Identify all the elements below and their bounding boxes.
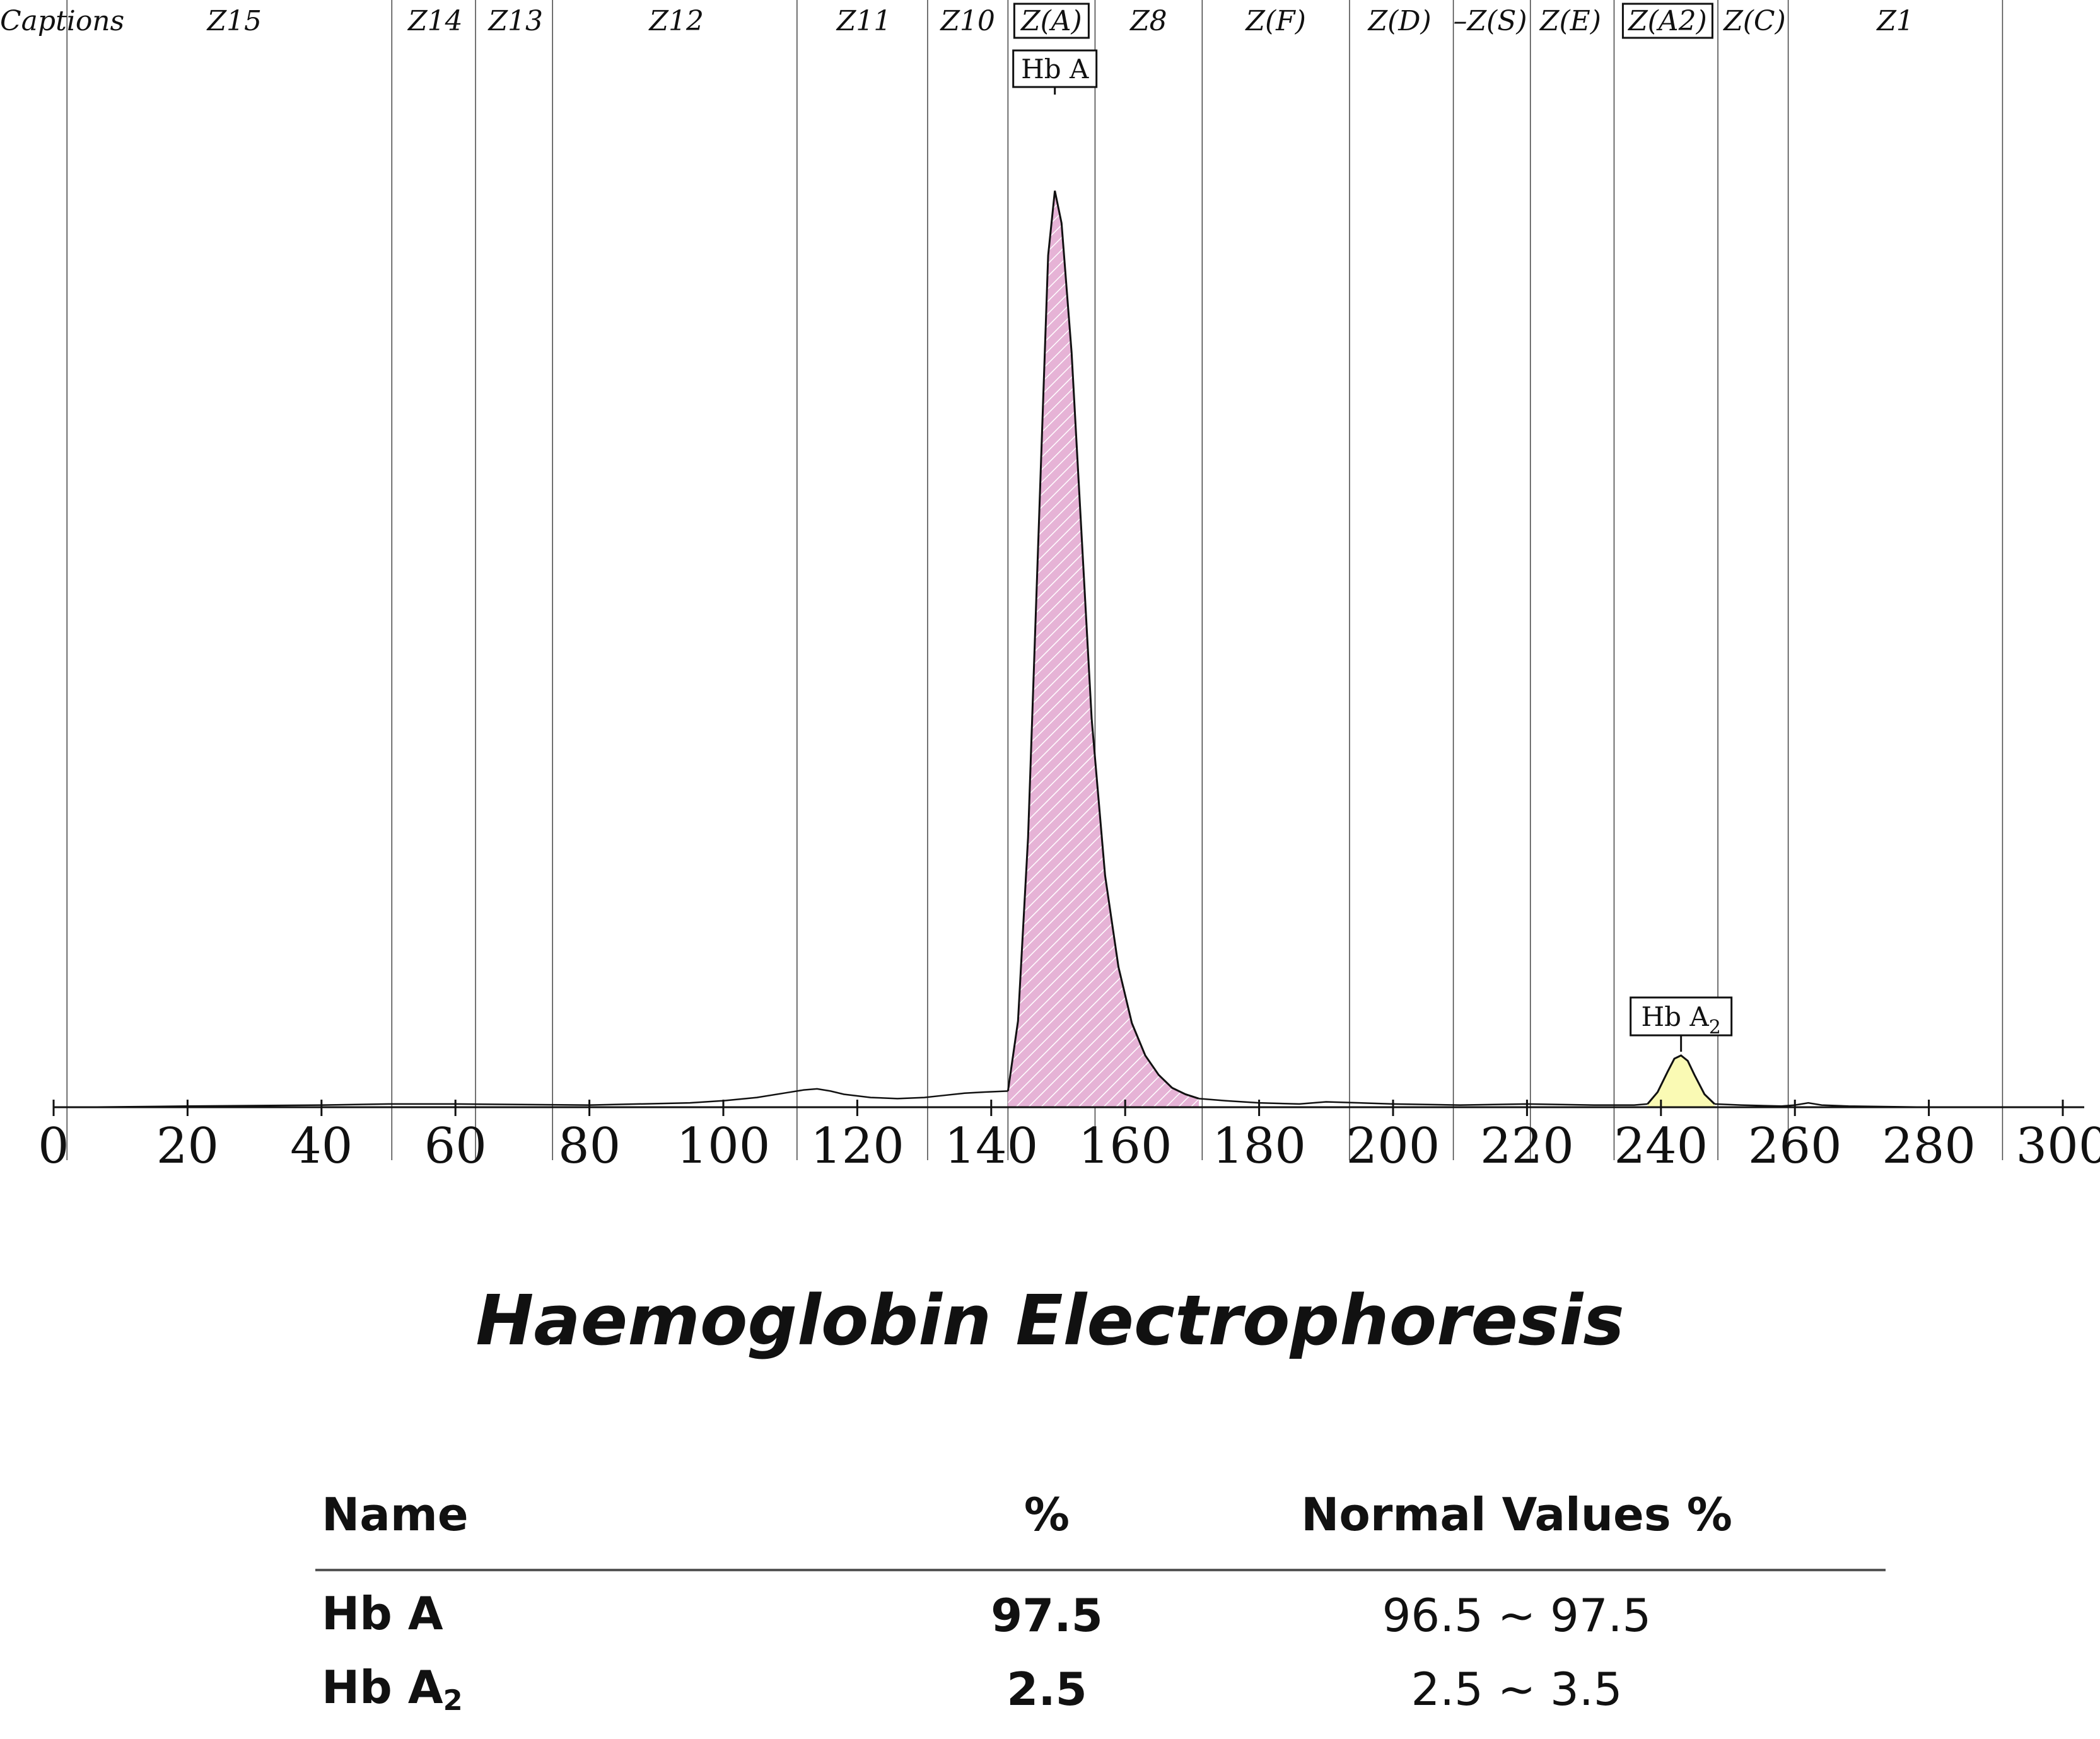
captions-label: Captions — [0, 5, 124, 37]
hb-a-peak-label: Hb A — [1012, 49, 1098, 95]
table-row: Hb A2 2.5 2.5 ~ 3.5 — [315, 1645, 1886, 1719]
zone-caption: Z(E) — [1539, 5, 1601, 37]
zone-captions: Captions Z15 Z14 Z13 Z12 Z11 Z10 Z(A) Z8 Z(F) Z(D… — [0, 3, 1914, 39]
x-tick-label: 120 — [810, 1118, 904, 1175]
row-name: Hb A — [322, 1586, 443, 1640]
zone-caption: Z(F) — [1244, 5, 1305, 37]
zone-caption: Z8 — [1129, 5, 1167, 37]
zone-caption: Z11 — [836, 5, 892, 37]
zone-caption: Z12 — [648, 5, 704, 37]
zone-caption: Z(C) — [1722, 5, 1786, 37]
header-name: Name — [315, 1475, 946, 1571]
zone-caption: Z15 — [206, 5, 262, 37]
peak-outline — [1647, 1054, 1715, 1105]
peak-area-fill — [1647, 1055, 1715, 1107]
row-percent: 2.5 — [1006, 1662, 1087, 1716]
peak-areas — [1006, 190, 1715, 1107]
chart-title: Haemoglobin Electrophoresis — [475, 1280, 1625, 1361]
x-tick-label: 100 — [677, 1118, 771, 1175]
x-tick-label: 260 — [1748, 1118, 1842, 1175]
zone-caption: Z(A) — [1020, 5, 1082, 37]
hb-a2-peak-label-text: Hb A2 — [1642, 1001, 1721, 1038]
x-tick-label: 280 — [1882, 1118, 1976, 1175]
peak-labels: Hb A Hb A2 — [1012, 49, 1733, 1052]
header-normal-values: Normal Values % — [1148, 1475, 1886, 1571]
x-tick-label: 40 — [290, 1118, 353, 1175]
hb-a2-peak-label: Hb A2 — [1630, 996, 1733, 1052]
x-tick-label: 140 — [944, 1118, 1038, 1175]
hb-a2-peak — [1647, 1054, 1715, 1107]
x-axis: 0 20 40 60 80 100 120 140 160 180 200 220 240 260 280 3… — [38, 1100, 2100, 1175]
peak-area-hatch — [1008, 190, 1199, 1107]
row-normal-values: 2.5 ~ 3.5 — [1411, 1662, 1623, 1716]
row-normal-values: 96.5 ~ 97.5 — [1382, 1588, 1652, 1642]
x-tick-label: 180 — [1212, 1118, 1306, 1175]
x-tick-label: 60 — [424, 1118, 487, 1175]
table-row: Hb A 97.5 96.5 ~ 97.5 — [315, 1570, 1886, 1645]
zone-caption-highlight-box — [1013, 3, 1090, 39]
zone-caption: Z(A2) — [1627, 5, 1707, 37]
x-tick-label: 240 — [1614, 1118, 1708, 1175]
row-percent: 97.5 — [991, 1588, 1103, 1642]
zone-caption: Z1 — [1875, 5, 1914, 37]
hb-a-peak-label-text: Hb A — [1021, 54, 1089, 84]
x-tick-label: 160 — [1078, 1118, 1172, 1175]
electropherogram-chart: Captions Z15 Z14 Z13 Z12 Z11 Z10 Z(A) Z8 Z(F) Z(D… — [0, 0, 2100, 1175]
header-percent: % — [946, 1475, 1148, 1571]
peak-outline — [1006, 190, 1199, 1100]
results-table: Name % Normal Values % Hb A 97.5 96.5 ~ … — [315, 1475, 1886, 1719]
zone-caption: –Z(S) — [1453, 5, 1527, 37]
x-tick-label: 20 — [156, 1118, 219, 1175]
x-tick-label: 300 — [2016, 1118, 2100, 1175]
zone-boundaries — [66, 0, 2004, 1160]
row-name: Hb A2 — [322, 1660, 463, 1718]
hb-a-peak — [1006, 190, 1199, 1107]
results-header-row: Name % Normal Values % — [315, 1475, 1886, 1571]
x-tick-label: 200 — [1346, 1118, 1440, 1175]
x-tick-label: 220 — [1480, 1118, 1574, 1175]
zone-caption: Z14 — [407, 5, 463, 37]
zone-caption-highlight-box — [1621, 3, 1713, 39]
x-tick-label: 80 — [558, 1118, 621, 1175]
zone-caption: Z13 — [487, 5, 543, 37]
zone-caption: Z(D) — [1367, 5, 1432, 37]
zone-caption: Z10 — [939, 5, 995, 37]
x-tick-label: 0 — [38, 1118, 69, 1175]
